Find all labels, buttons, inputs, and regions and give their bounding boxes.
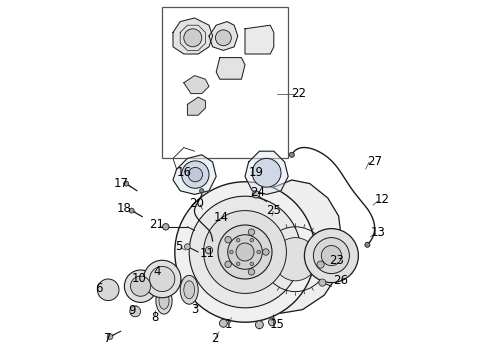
Polygon shape bbox=[245, 151, 288, 194]
Text: 23: 23 bbox=[329, 255, 344, 267]
Circle shape bbox=[255, 321, 263, 329]
Circle shape bbox=[204, 211, 286, 293]
Text: 7: 7 bbox=[104, 332, 111, 345]
Polygon shape bbox=[173, 155, 216, 194]
Text: 8: 8 bbox=[151, 311, 159, 324]
Circle shape bbox=[257, 250, 261, 254]
Circle shape bbox=[205, 247, 213, 254]
Text: 11: 11 bbox=[200, 247, 215, 260]
Circle shape bbox=[124, 270, 157, 302]
Circle shape bbox=[185, 244, 190, 249]
Circle shape bbox=[250, 262, 254, 266]
Circle shape bbox=[218, 225, 272, 279]
Bar bbox=[162, 7, 288, 158]
Circle shape bbox=[130, 276, 151, 296]
Text: 22: 22 bbox=[292, 87, 307, 100]
Polygon shape bbox=[184, 76, 209, 94]
Text: 25: 25 bbox=[267, 204, 281, 217]
Circle shape bbox=[144, 260, 181, 298]
Text: 4: 4 bbox=[153, 265, 161, 278]
Circle shape bbox=[107, 334, 113, 339]
Circle shape bbox=[269, 319, 275, 326]
Circle shape bbox=[252, 158, 281, 187]
Text: 15: 15 bbox=[270, 318, 285, 330]
Circle shape bbox=[149, 266, 175, 292]
Circle shape bbox=[123, 181, 129, 186]
Circle shape bbox=[98, 279, 119, 301]
Text: 10: 10 bbox=[131, 273, 146, 285]
Text: 27: 27 bbox=[367, 156, 382, 168]
Circle shape bbox=[274, 238, 317, 281]
Ellipse shape bbox=[180, 275, 198, 304]
Text: 3: 3 bbox=[191, 303, 198, 316]
Circle shape bbox=[236, 243, 254, 261]
Text: 19: 19 bbox=[248, 166, 263, 179]
Circle shape bbox=[188, 167, 202, 182]
Circle shape bbox=[304, 229, 358, 283]
Circle shape bbox=[263, 249, 269, 255]
Circle shape bbox=[184, 29, 202, 47]
Text: 5: 5 bbox=[175, 240, 182, 253]
Circle shape bbox=[236, 238, 240, 242]
Ellipse shape bbox=[156, 287, 172, 314]
Text: 20: 20 bbox=[189, 197, 204, 210]
Text: 24: 24 bbox=[250, 186, 265, 199]
Circle shape bbox=[182, 161, 209, 188]
Text: 13: 13 bbox=[371, 226, 386, 239]
Text: 12: 12 bbox=[374, 193, 389, 206]
Ellipse shape bbox=[184, 281, 195, 299]
Polygon shape bbox=[245, 25, 274, 54]
Circle shape bbox=[228, 235, 262, 269]
Polygon shape bbox=[209, 22, 238, 50]
Circle shape bbox=[225, 261, 231, 267]
Circle shape bbox=[289, 152, 294, 157]
Polygon shape bbox=[187, 97, 205, 115]
Circle shape bbox=[163, 224, 169, 230]
Circle shape bbox=[175, 182, 315, 322]
Text: 9: 9 bbox=[128, 304, 135, 317]
Text: 16: 16 bbox=[176, 166, 191, 179]
Circle shape bbox=[225, 237, 231, 243]
Text: 18: 18 bbox=[117, 202, 132, 215]
Text: 21: 21 bbox=[149, 219, 164, 231]
Ellipse shape bbox=[159, 292, 169, 309]
Circle shape bbox=[189, 196, 301, 308]
Circle shape bbox=[199, 189, 204, 193]
Text: 26: 26 bbox=[333, 274, 348, 287]
Circle shape bbox=[130, 306, 141, 317]
Circle shape bbox=[319, 279, 326, 286]
Circle shape bbox=[220, 319, 227, 327]
Circle shape bbox=[248, 229, 255, 235]
Circle shape bbox=[216, 30, 231, 46]
Circle shape bbox=[365, 242, 370, 247]
Circle shape bbox=[129, 208, 134, 213]
Polygon shape bbox=[173, 18, 213, 54]
Circle shape bbox=[248, 269, 255, 275]
Text: 14: 14 bbox=[214, 211, 229, 224]
Circle shape bbox=[252, 191, 259, 198]
Circle shape bbox=[236, 262, 240, 266]
Circle shape bbox=[314, 238, 349, 274]
Text: 6: 6 bbox=[96, 282, 103, 294]
Circle shape bbox=[229, 250, 233, 254]
Text: 17: 17 bbox=[113, 177, 128, 190]
Circle shape bbox=[321, 246, 342, 266]
Circle shape bbox=[317, 261, 324, 268]
Polygon shape bbox=[245, 180, 342, 313]
Text: 2: 2 bbox=[211, 332, 218, 345]
Circle shape bbox=[250, 238, 254, 242]
Polygon shape bbox=[216, 58, 245, 79]
Text: 1: 1 bbox=[225, 318, 233, 330]
